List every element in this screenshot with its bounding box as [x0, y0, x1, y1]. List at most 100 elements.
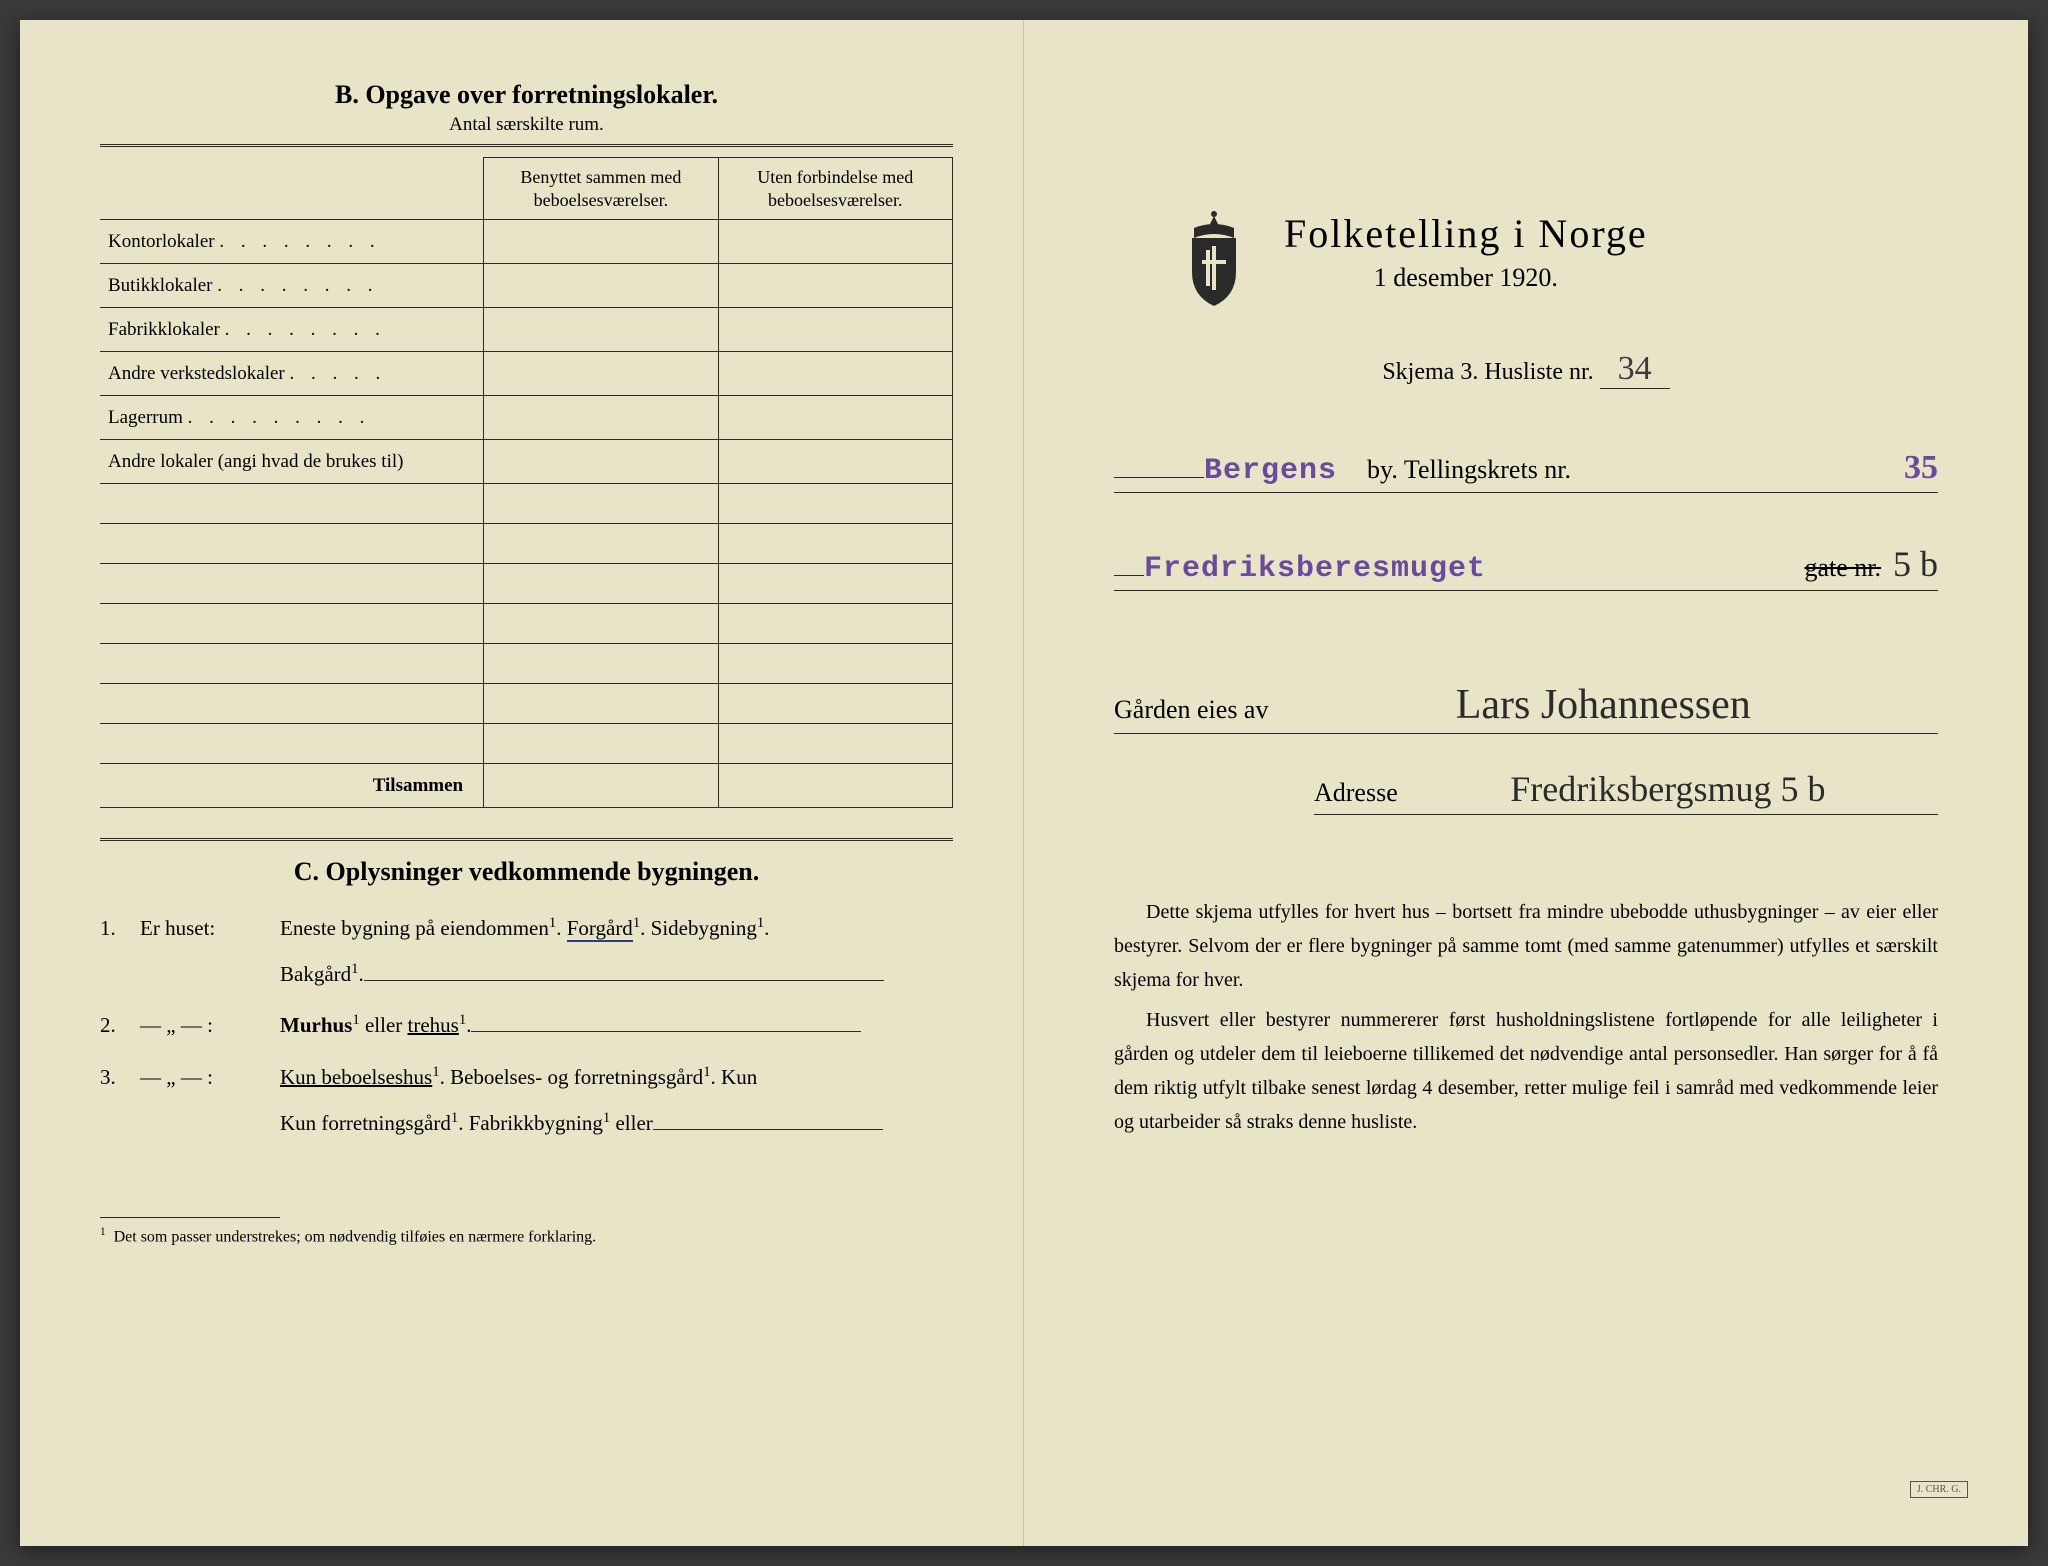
krets-nr: 35: [1904, 449, 1938, 487]
c1-num: 1.: [100, 905, 140, 998]
c1-question: Er huset:: [140, 905, 280, 998]
c3-question: — „ — :: [140, 1054, 280, 1147]
c2-body: Murhus1 eller trehus1.: [280, 1002, 953, 1049]
total-row: Tilsammen: [100, 764, 953, 808]
section-c-title: C. Oplysninger vedkommende bygningen.: [100, 838, 953, 887]
table-row: [100, 684, 953, 724]
cell: [484, 440, 718, 484]
col3-header: Uten forbindelse med beboelsesværelser.: [718, 158, 952, 220]
para2: Husvert eller bestyrer nummererer først …: [1114, 1003, 1938, 1139]
cell: [100, 524, 484, 564]
skjema-line: Skjema 3. Husliste nr. 34: [1114, 350, 1938, 389]
c1-body: Eneste bygning på eiendommen1. Forgård1.…: [280, 905, 953, 998]
cell: [484, 524, 718, 564]
section-b-subtitle: Antal særskilte rum.: [100, 114, 953, 136]
cell: [718, 684, 952, 724]
c-item-3: 3. — „ — : Kun beboelseshus1. Beboelses-…: [100, 1054, 953, 1147]
cell: [718, 764, 952, 808]
c2-question: — „ — :: [140, 1002, 280, 1049]
cell: [718, 440, 952, 484]
para1: Dette skjema utfylles for hvert hus – bo…: [1114, 895, 1938, 997]
cell: [718, 352, 952, 396]
cell: [484, 308, 718, 352]
table-b-wrapper: Benyttet sammen med beboelsesværelser. U…: [100, 144, 953, 808]
table-row: [100, 564, 953, 604]
col2-header: Benyttet sammen med beboelsesværelser.: [484, 158, 718, 220]
c3-num: 3.: [100, 1054, 140, 1147]
instructions-text: Dette skjema utfylles for hvert hus – bo…: [1114, 895, 1938, 1139]
cell: [100, 484, 484, 524]
table-row: [100, 524, 953, 564]
city-line: Bergens by. Tellingskrets nr. 35: [1114, 449, 1938, 493]
main-title: Folketelling i Norge: [1284, 210, 1648, 257]
table-row: [100, 484, 953, 524]
cell: [484, 604, 718, 644]
section-c: C. Oplysninger vedkommende bygningen. 1.…: [100, 838, 953, 1147]
census-document: B. Opgave over forretningslokaler. Antal…: [20, 20, 2028, 1546]
total-label: Tilsammen: [100, 764, 484, 808]
cell: [484, 684, 718, 724]
table-row: Andre verkstedslokaler . . . . .: [100, 352, 953, 396]
by-suffix: by. Tellingskrets nr.: [1367, 455, 1571, 485]
cell: [718, 564, 952, 604]
cell: [484, 724, 718, 764]
cell: [484, 264, 718, 308]
table-row: Lagerrum . . . . . . . . .: [100, 396, 953, 440]
husliste-nr-value: 34: [1600, 350, 1670, 389]
right-page: Folketelling i Norge 1 desember 1920. Sk…: [1024, 20, 2028, 1546]
section-b-title: B. Opgave over forretningslokaler.: [100, 80, 953, 110]
table-row: [100, 724, 953, 764]
row-label: Andre lokaler (angi hvad de brukes til): [100, 440, 484, 484]
footnote-rule: [100, 1217, 280, 1218]
sub-date: 1 desember 1920.: [1284, 263, 1648, 293]
table-row: Butikklokaler . . . . . . . .: [100, 264, 953, 308]
cell: [100, 724, 484, 764]
coat-of-arms-icon: [1174, 210, 1254, 310]
blank-corner: [100, 158, 484, 220]
cell: [484, 352, 718, 396]
row-label: Butikklokaler . . . . . . . .: [100, 264, 484, 308]
owner-name: Lars Johannessen: [1456, 682, 1751, 728]
c2-num: 2.: [100, 1002, 140, 1049]
cell: [484, 484, 718, 524]
cell: [718, 724, 952, 764]
address-line: Adresse Fredriksbergsmug 5 b: [1314, 768, 1938, 815]
table-row: [100, 604, 953, 644]
cell: [718, 264, 952, 308]
cell: [718, 604, 952, 644]
cell: [484, 764, 718, 808]
section-c-list: 1. Er huset: Eneste bygning på eiendomme…: [100, 905, 953, 1147]
c-item-2: 2. — „ — : Murhus1 eller trehus1.: [100, 1002, 953, 1049]
footnote: 1 Det som passer understrekes; om nødven…: [100, 1226, 953, 1246]
row-label: Kontorlokaler . . . . . . . .: [100, 220, 484, 264]
cell: [718, 484, 952, 524]
cell: [484, 396, 718, 440]
row-label: Lagerrum . . . . . . . . .: [100, 396, 484, 440]
business-premises-table: Benyttet sammen med beboelsesværelser. U…: [100, 157, 953, 808]
left-page: B. Opgave over forretningslokaler. Antal…: [20, 20, 1024, 1546]
table-row: Kontorlokaler . . . . . . . .: [100, 220, 953, 264]
printer-mark: J. CHR. G.: [1910, 1481, 1968, 1498]
owner-line: Gården eies av Lars Johannessen: [1114, 681, 1938, 734]
title-block: Folketelling i Norge 1 desember 1920.: [1284, 210, 1648, 293]
cell: [484, 564, 718, 604]
gate-label: gate nr.: [1804, 553, 1881, 583]
title-row: Folketelling i Norge 1 desember 1920.: [1174, 210, 1938, 310]
cell: [484, 220, 718, 264]
row-label: Andre verkstedslokaler . . . . .: [100, 352, 484, 396]
cell: [718, 644, 952, 684]
row-label: Fabrikklokaler . . . . . . . .: [100, 308, 484, 352]
table-row: Fabrikklokaler . . . . . . . .: [100, 308, 953, 352]
city-stamp: Bergens: [1204, 454, 1337, 488]
street-line: Fredriksberesmuget gate nr. 5 b: [1114, 543, 1938, 591]
address-value: Fredriksbergsmug 5 b: [1510, 769, 1825, 809]
cell: [100, 604, 484, 644]
c-item-1: 1. Er huset: Eneste bygning på eiendomme…: [100, 905, 953, 998]
cell: [718, 308, 952, 352]
cell: [100, 684, 484, 724]
gate-nr: 5 b: [1893, 543, 1938, 585]
section-b-header: B. Opgave over forretningslokaler. Antal…: [100, 80, 953, 136]
street-stamp: Fredriksberesmuget: [1144, 552, 1486, 586]
cell: [484, 644, 718, 684]
cell: [100, 564, 484, 604]
